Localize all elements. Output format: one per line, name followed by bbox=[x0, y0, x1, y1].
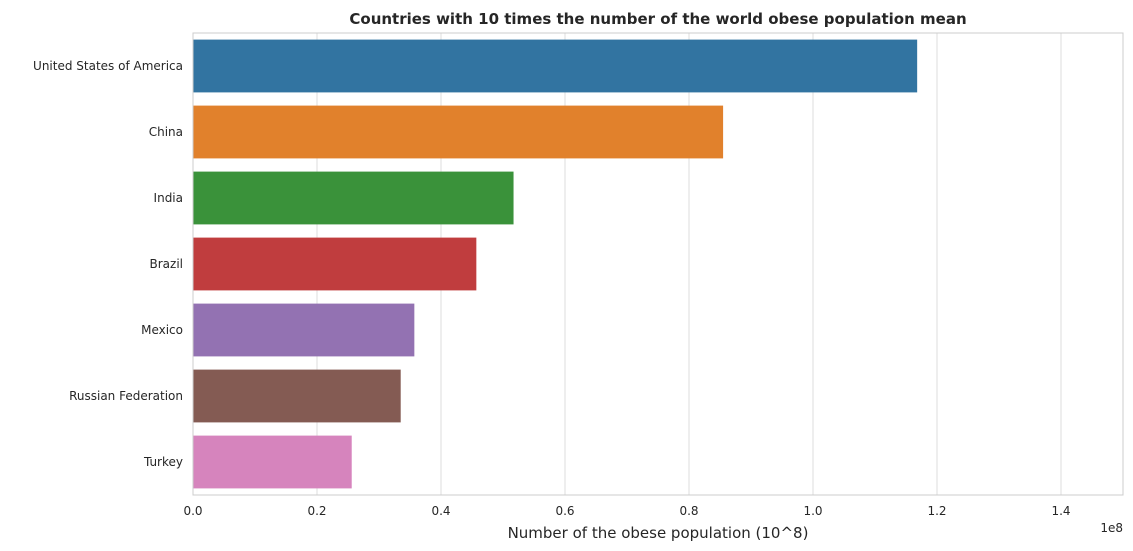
x-tick-labels: 0.0 0.2 0.4 0.6 0.8 1.0 1.2 1.4 bbox=[183, 504, 1070, 518]
x-tick-label: 0.0 bbox=[183, 504, 202, 518]
bar-turkey bbox=[193, 435, 352, 489]
bar-brazil bbox=[193, 237, 477, 291]
bar-russian-federation bbox=[193, 369, 401, 423]
x-tick-label: 0.2 bbox=[307, 504, 326, 518]
x-tick-label: 0.8 bbox=[679, 504, 698, 518]
bar-united-states-of-america bbox=[193, 39, 918, 93]
y-tick-label: Brazil bbox=[150, 257, 184, 271]
x-axis-label: Number of the obese population (10^8) bbox=[508, 524, 809, 542]
y-tick-label: China bbox=[149, 125, 183, 139]
y-tick-label: Russian Federation bbox=[69, 389, 183, 403]
x-tick-label: 0.6 bbox=[555, 504, 574, 518]
x-tick-label: 0.4 bbox=[431, 504, 450, 518]
x-axis-offset-label: 1e8 bbox=[1100, 521, 1123, 535]
y-tick-label: India bbox=[154, 191, 183, 205]
bars bbox=[193, 39, 918, 489]
y-tick-label: Mexico bbox=[141, 323, 183, 337]
plot-frame bbox=[192, 32, 1124, 496]
y-tick-labels: United States of America China India Brazil… bbox=[33, 59, 183, 469]
x-tick-label: 1.2 bbox=[927, 504, 946, 518]
bar-mexico bbox=[193, 303, 415, 357]
x-tick-label: 1.0 bbox=[803, 504, 822, 518]
bar-china bbox=[193, 105, 724, 159]
x-tick-label: 1.4 bbox=[1051, 504, 1070, 518]
y-tick-label: Turkey bbox=[143, 455, 183, 469]
chart-title: Countries with 10 times the number of th… bbox=[349, 10, 966, 28]
bar-india bbox=[193, 171, 514, 225]
y-tick-label: United States of America bbox=[33, 59, 183, 73]
